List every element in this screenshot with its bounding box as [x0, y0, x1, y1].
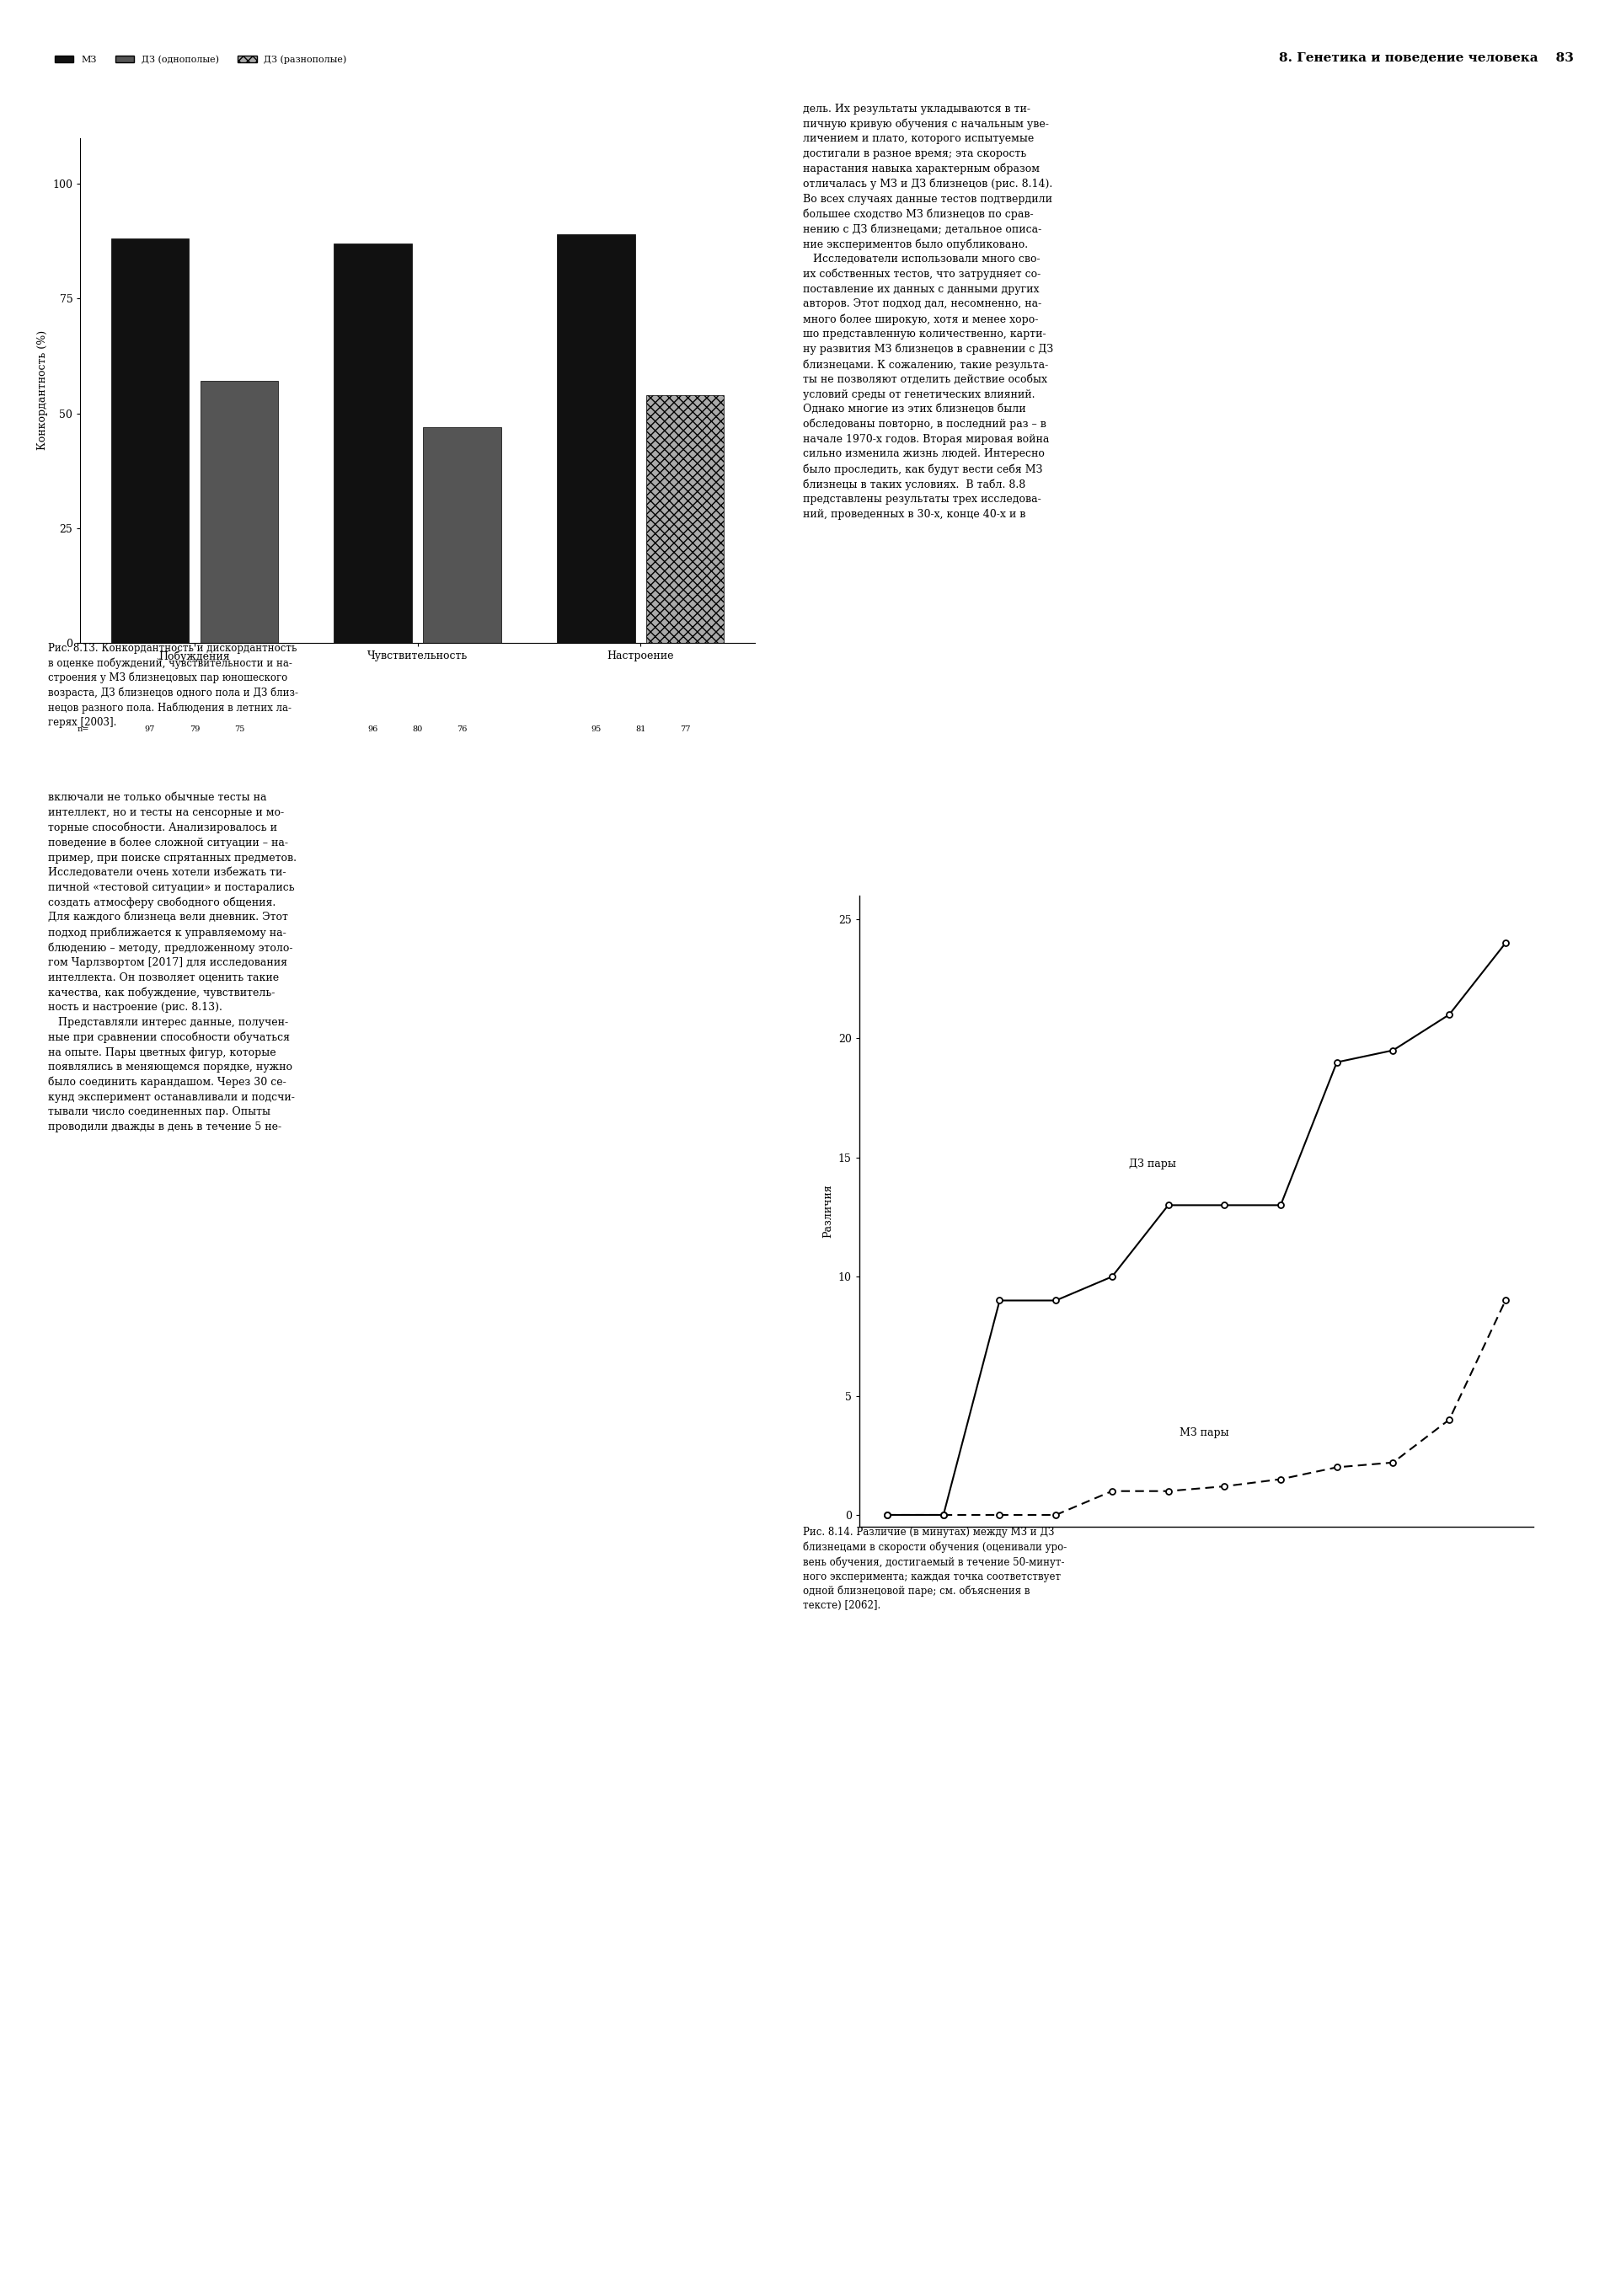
Legend: МЗ, ДЗ (однополые), ДЗ (разнополые): МЗ, ДЗ (однополые), ДЗ (разнополые) — [51, 51, 350, 69]
Text: МЗ пары: МЗ пары — [1178, 1428, 1228, 1440]
Text: 77: 77 — [679, 726, 690, 732]
Text: 95: 95 — [591, 726, 600, 732]
Bar — [645, 395, 724, 643]
Text: дель. Их результаты укладываются в ти-
пичную кривую обучения с начальным уве-
л: дель. Их результаты укладываются в ти- п… — [802, 103, 1053, 519]
Text: 79: 79 — [189, 726, 199, 732]
Bar — [557, 234, 634, 643]
Bar — [422, 427, 501, 643]
Text: 80: 80 — [412, 726, 422, 732]
Text: 76: 76 — [457, 726, 467, 732]
Text: 0n=: 0n= — [91, 712, 109, 719]
Text: 81: 81 — [636, 726, 645, 732]
Text: 8. Генетика и поведение человека    83: 8. Генетика и поведение человека 83 — [1278, 53, 1573, 64]
Bar — [334, 243, 412, 643]
Text: Рис. 8.14. Различие (в минутах) между МЗ и ДЗ
близнецами в скорости обучения (оц: Рис. 8.14. Различие (в минутах) между МЗ… — [802, 1527, 1066, 1612]
Text: ДЗ пары: ДЗ пары — [1128, 1159, 1175, 1169]
Text: 96: 96 — [368, 726, 377, 732]
Bar — [111, 239, 189, 643]
Text: n=: n= — [77, 726, 90, 732]
Text: 75: 75 — [234, 726, 244, 732]
Text: 97: 97 — [144, 726, 156, 732]
Text: включали не только обычные тесты на
интеллект, но и тесты на сенсорные и мо-
тор: включали не только обычные тесты на инте… — [48, 792, 297, 1132]
Bar — [201, 381, 278, 643]
Y-axis label: Различия: Различия — [822, 1185, 833, 1238]
Text: Рис. 8.13. Конкордантность и дискордантность
в оценке побуждений, чувствительнос: Рис. 8.13. Конкордантность и дискордантн… — [48, 643, 299, 728]
Y-axis label: Конкордантность (%): Конкордантность (%) — [37, 331, 48, 450]
